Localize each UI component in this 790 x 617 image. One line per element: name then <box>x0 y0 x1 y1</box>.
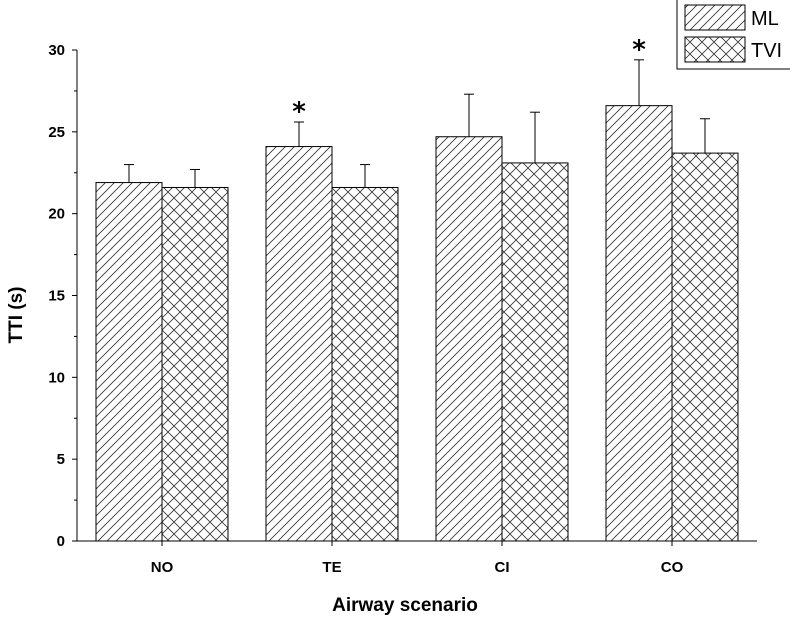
y-tick-label-10: 10 <box>48 369 65 386</box>
annotations-layer: ** <box>292 35 646 127</box>
error-bars-layer <box>124 59 710 188</box>
x-tick-label-no: NO <box>151 559 174 576</box>
bars-layer <box>95 105 739 542</box>
y-ticks: 0 5 10 15 20 25 30 <box>48 42 77 550</box>
y-tick-label-5: 5 <box>57 451 65 468</box>
bar-ml-no <box>95 182 163 542</box>
y-tick-label-0: 0 <box>57 533 65 550</box>
legend: ML TVI <box>676 0 790 70</box>
x-tick-label-ci: CI <box>495 559 510 576</box>
legend-swatch-tvi <box>684 36 746 63</box>
x-tick-label-co: CO <box>661 559 684 576</box>
bar-tvi-te <box>331 186 399 542</box>
legend-label-tvi: TVI <box>751 40 782 62</box>
bar-ml-co <box>605 105 673 542</box>
x-axis-title: Airway scenario <box>332 595 478 616</box>
x-ticks: NO TE CI CO <box>151 541 684 576</box>
y-axis-title: TTI (s) <box>6 287 27 344</box>
legend-label-ml: ML <box>751 8 779 30</box>
bar-ml-te <box>265 146 333 542</box>
significance-marker-te: * <box>292 97 306 127</box>
y-tick-label-30: 30 <box>48 42 65 59</box>
bar-tvi-ci <box>501 162 569 542</box>
bar-tvi-no <box>161 186 229 542</box>
y-tick-label-25: 25 <box>48 124 65 141</box>
significance-marker-co: * <box>632 35 646 65</box>
x-tick-label-te: TE <box>322 559 341 576</box>
bar-tvi-co <box>671 152 739 542</box>
legend-swatch-ml <box>684 4 746 31</box>
bar-ml-ci <box>435 136 503 542</box>
y-tick-label-20: 20 <box>48 206 65 223</box>
y-tick-label-15: 15 <box>48 288 65 305</box>
